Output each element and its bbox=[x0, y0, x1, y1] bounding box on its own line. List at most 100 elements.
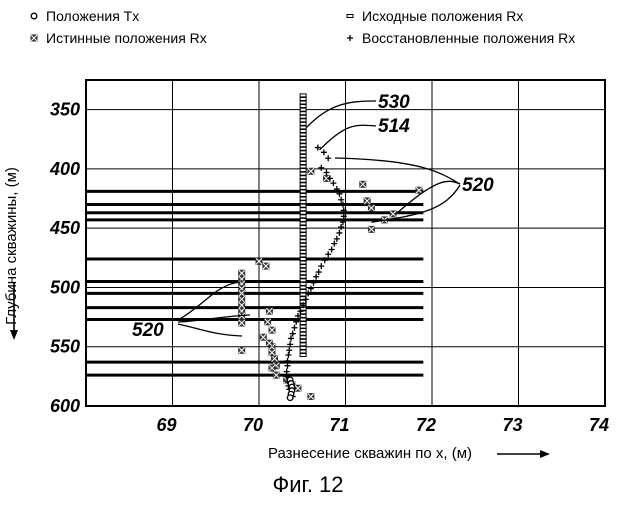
original-rx-point bbox=[300, 197, 306, 200]
original-rx-point bbox=[300, 172, 306, 175]
reconstructed-rx-point bbox=[286, 347, 292, 353]
y-axis-label: Глубина скважины, (м) bbox=[3, 167, 20, 325]
y-tick-label: 350 bbox=[50, 100, 80, 120]
original-rx-point bbox=[300, 151, 306, 154]
original-rx-point bbox=[300, 190, 306, 193]
annotation-leader bbox=[335, 158, 460, 184]
x-tick-label: 70 bbox=[243, 415, 263, 435]
original-rx-point bbox=[300, 154, 306, 157]
original-rx-point bbox=[300, 140, 306, 143]
annotation-leader bbox=[320, 125, 376, 150]
original-rx-point bbox=[300, 346, 306, 349]
legend-item: Восстановленные положения Rx bbox=[347, 30, 575, 46]
original-rx-point bbox=[300, 119, 306, 122]
original-rx-point bbox=[300, 112, 306, 115]
reconstructed-rx-point bbox=[325, 251, 331, 257]
true-rx-point bbox=[368, 226, 375, 233]
legend-label: Восстановленные положения Rx bbox=[362, 30, 575, 46]
true-rx-point bbox=[238, 347, 245, 354]
reconstructed-rx-point bbox=[336, 230, 342, 236]
original-rx-point bbox=[300, 101, 306, 104]
x-tick-label: 71 bbox=[329, 415, 349, 435]
y-tick-label: 400 bbox=[49, 159, 80, 179]
original-rx-point bbox=[300, 279, 306, 282]
original-rx-point bbox=[300, 215, 306, 218]
tx-point bbox=[287, 395, 293, 401]
reconstructed-rx-point bbox=[325, 155, 331, 161]
reconstructed-rx-point bbox=[285, 352, 291, 358]
legend-x-icon bbox=[31, 35, 38, 42]
original-rx-point bbox=[300, 282, 306, 285]
original-rx-point bbox=[300, 208, 306, 211]
original-rx-point bbox=[300, 129, 306, 132]
legend-square-icon bbox=[347, 15, 353, 18]
original-rx-point bbox=[300, 137, 306, 140]
y-tick-label: 450 bbox=[49, 218, 80, 238]
original-rx-point bbox=[300, 122, 306, 125]
tick-labels: 697071727374350400450500550600 bbox=[49, 100, 609, 435]
x-tick-label: 72 bbox=[416, 415, 436, 435]
annotation-label: 520 bbox=[462, 175, 494, 196]
reconstructed-rx-point bbox=[321, 149, 327, 155]
reconstructed-rx-point bbox=[318, 165, 324, 171]
true-rx-point bbox=[390, 210, 397, 217]
x-tick-label: 69 bbox=[156, 415, 176, 435]
legend-plus-icon bbox=[347, 35, 353, 41]
original-rx-point bbox=[300, 165, 306, 168]
original-rx-point bbox=[300, 332, 306, 335]
original-rx-point bbox=[300, 108, 306, 111]
series-true-rx-points bbox=[238, 168, 422, 400]
series-original-rx-points bbox=[300, 94, 306, 357]
original-rx-point bbox=[300, 254, 306, 257]
original-rx-point bbox=[300, 169, 306, 172]
original-rx-point bbox=[300, 243, 306, 246]
original-rx-point bbox=[300, 286, 306, 289]
true-rx-point bbox=[268, 327, 275, 334]
original-rx-point bbox=[300, 186, 306, 189]
original-rx-point bbox=[300, 105, 306, 108]
true-rx-point bbox=[264, 318, 271, 325]
annotation-leader bbox=[307, 101, 376, 127]
original-rx-point bbox=[300, 144, 306, 147]
original-rx-point bbox=[300, 354, 306, 357]
reconstructed-rx-point bbox=[329, 247, 335, 253]
x-axis-label: Разнесение скважин по x, (м) bbox=[268, 445, 472, 462]
original-rx-point bbox=[300, 343, 306, 346]
original-rx-point bbox=[300, 222, 306, 225]
original-rx-point bbox=[300, 247, 306, 250]
legend-label: Истинные положения Rx bbox=[46, 30, 207, 46]
figure-caption: Фиг. 12 bbox=[272, 472, 343, 497]
original-rx-point bbox=[300, 258, 306, 261]
y-tick-label: 500 bbox=[50, 277, 80, 297]
original-rx-point bbox=[300, 325, 306, 328]
annotation-label: 520 bbox=[132, 320, 164, 341]
legend: Положения TxИсходные положения RxИстинны… bbox=[31, 8, 576, 46]
x-tick-label: 73 bbox=[502, 415, 522, 435]
true-rx-point bbox=[256, 258, 263, 265]
original-rx-point bbox=[300, 233, 306, 236]
annotation-label: 514 bbox=[378, 116, 410, 137]
original-rx-point bbox=[300, 265, 306, 268]
legend-label: Исходные положения Rx bbox=[362, 8, 523, 24]
true-rx-point bbox=[273, 372, 280, 379]
true-rx-point bbox=[266, 308, 273, 315]
reconstructed-rx-point bbox=[291, 325, 297, 331]
original-rx-point bbox=[300, 339, 306, 342]
original-rx-point bbox=[300, 261, 306, 264]
original-rx-point bbox=[300, 94, 306, 97]
original-rx-point bbox=[300, 336, 306, 339]
original-rx-point bbox=[300, 158, 306, 161]
true-rx-point bbox=[268, 365, 275, 372]
annotation-label: 530 bbox=[378, 92, 410, 113]
original-rx-point bbox=[300, 179, 306, 182]
original-rx-point bbox=[300, 314, 306, 317]
original-rx-point bbox=[300, 176, 306, 179]
true-rx-point bbox=[307, 168, 314, 175]
y-tick-label: 550 bbox=[50, 337, 80, 357]
original-rx-point bbox=[300, 126, 306, 129]
x-tick-label: 74 bbox=[589, 415, 609, 435]
reconstructed-rx-point bbox=[330, 180, 336, 186]
original-rx-point bbox=[300, 275, 306, 278]
original-rx-point bbox=[300, 318, 306, 321]
